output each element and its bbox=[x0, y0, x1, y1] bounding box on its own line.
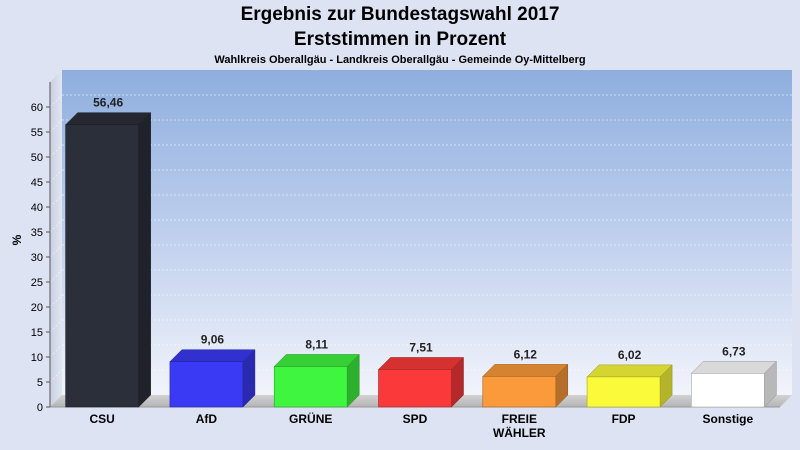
y-tick-label: 20 bbox=[31, 302, 43, 314]
y-tick-label: 50 bbox=[31, 152, 43, 164]
x-tick-label: WÄHLER bbox=[493, 425, 546, 440]
x-tick-label: CSU bbox=[89, 412, 114, 426]
bar-top bbox=[273, 354, 360, 367]
bar-top bbox=[482, 364, 569, 377]
bar-top bbox=[169, 349, 256, 362]
bar-front bbox=[273, 366, 348, 408]
data-label: 6,02 bbox=[618, 348, 642, 362]
y-tick-label: 40 bbox=[31, 202, 43, 214]
x-tick-label: Sonstige bbox=[703, 412, 754, 426]
y-tick-label: 35 bbox=[31, 227, 43, 239]
y-tick-label: 30 bbox=[31, 252, 43, 264]
bar-front bbox=[378, 369, 452, 408]
bar-grüne bbox=[273, 353, 360, 408]
x-tick-label: SPD bbox=[403, 412, 428, 426]
chart-title-line2: Erststimmen in Prozent bbox=[293, 29, 507, 50]
data-label: 9,06 bbox=[201, 333, 225, 347]
bar-top bbox=[377, 357, 465, 370]
bar-side bbox=[138, 112, 151, 408]
bar-top bbox=[690, 361, 777, 374]
data-label: 56,46 bbox=[93, 96, 123, 110]
data-label: 6,73 bbox=[722, 344, 746, 358]
chart-subtitle: Wahlkreis Oberallgäu - Landkreis Oberall… bbox=[214, 54, 586, 66]
y-tick-label: 55 bbox=[31, 127, 43, 139]
data-label: 6,12 bbox=[514, 347, 538, 361]
chart-title-line1: Ergebnis zur Bundestagswahl 2017 bbox=[240, 4, 560, 25]
plot-back-wall bbox=[62, 70, 792, 395]
y-axis-label: % bbox=[10, 234, 24, 245]
bar-fdp bbox=[586, 364, 673, 408]
y-tick-label: 10 bbox=[31, 352, 43, 364]
y-tick-label: 60 bbox=[31, 102, 43, 114]
bar-front bbox=[169, 361, 244, 408]
x-tick-label: AfD bbox=[196, 412, 218, 426]
bar-afd bbox=[169, 349, 256, 408]
data-label: 8,11 bbox=[305, 337, 328, 351]
bar-front bbox=[586, 376, 661, 408]
y-tick-label: 15 bbox=[31, 327, 43, 339]
bar-sonstige bbox=[690, 360, 777, 408]
bar-freie-wähler bbox=[482, 363, 569, 408]
y-tick-label: 5 bbox=[37, 377, 43, 389]
bar-front bbox=[65, 124, 139, 408]
bar-spd bbox=[377, 356, 465, 408]
y-tick-label: 45 bbox=[31, 177, 43, 189]
plot-side-wall bbox=[50, 70, 62, 407]
x-tick-label: FDP bbox=[612, 412, 636, 426]
y-tick-label: 0 bbox=[37, 402, 43, 414]
bar-front bbox=[691, 373, 765, 408]
bar-top bbox=[65, 112, 152, 125]
bar-top bbox=[586, 364, 673, 378]
bar-csu bbox=[65, 112, 152, 408]
data-label: 7,51 bbox=[409, 340, 433, 354]
y-tick-label: 25 bbox=[31, 277, 43, 289]
bar-front bbox=[482, 376, 557, 408]
x-tick-label: GRÜNE bbox=[289, 411, 332, 426]
x-tick-label: FREIE bbox=[502, 412, 537, 426]
